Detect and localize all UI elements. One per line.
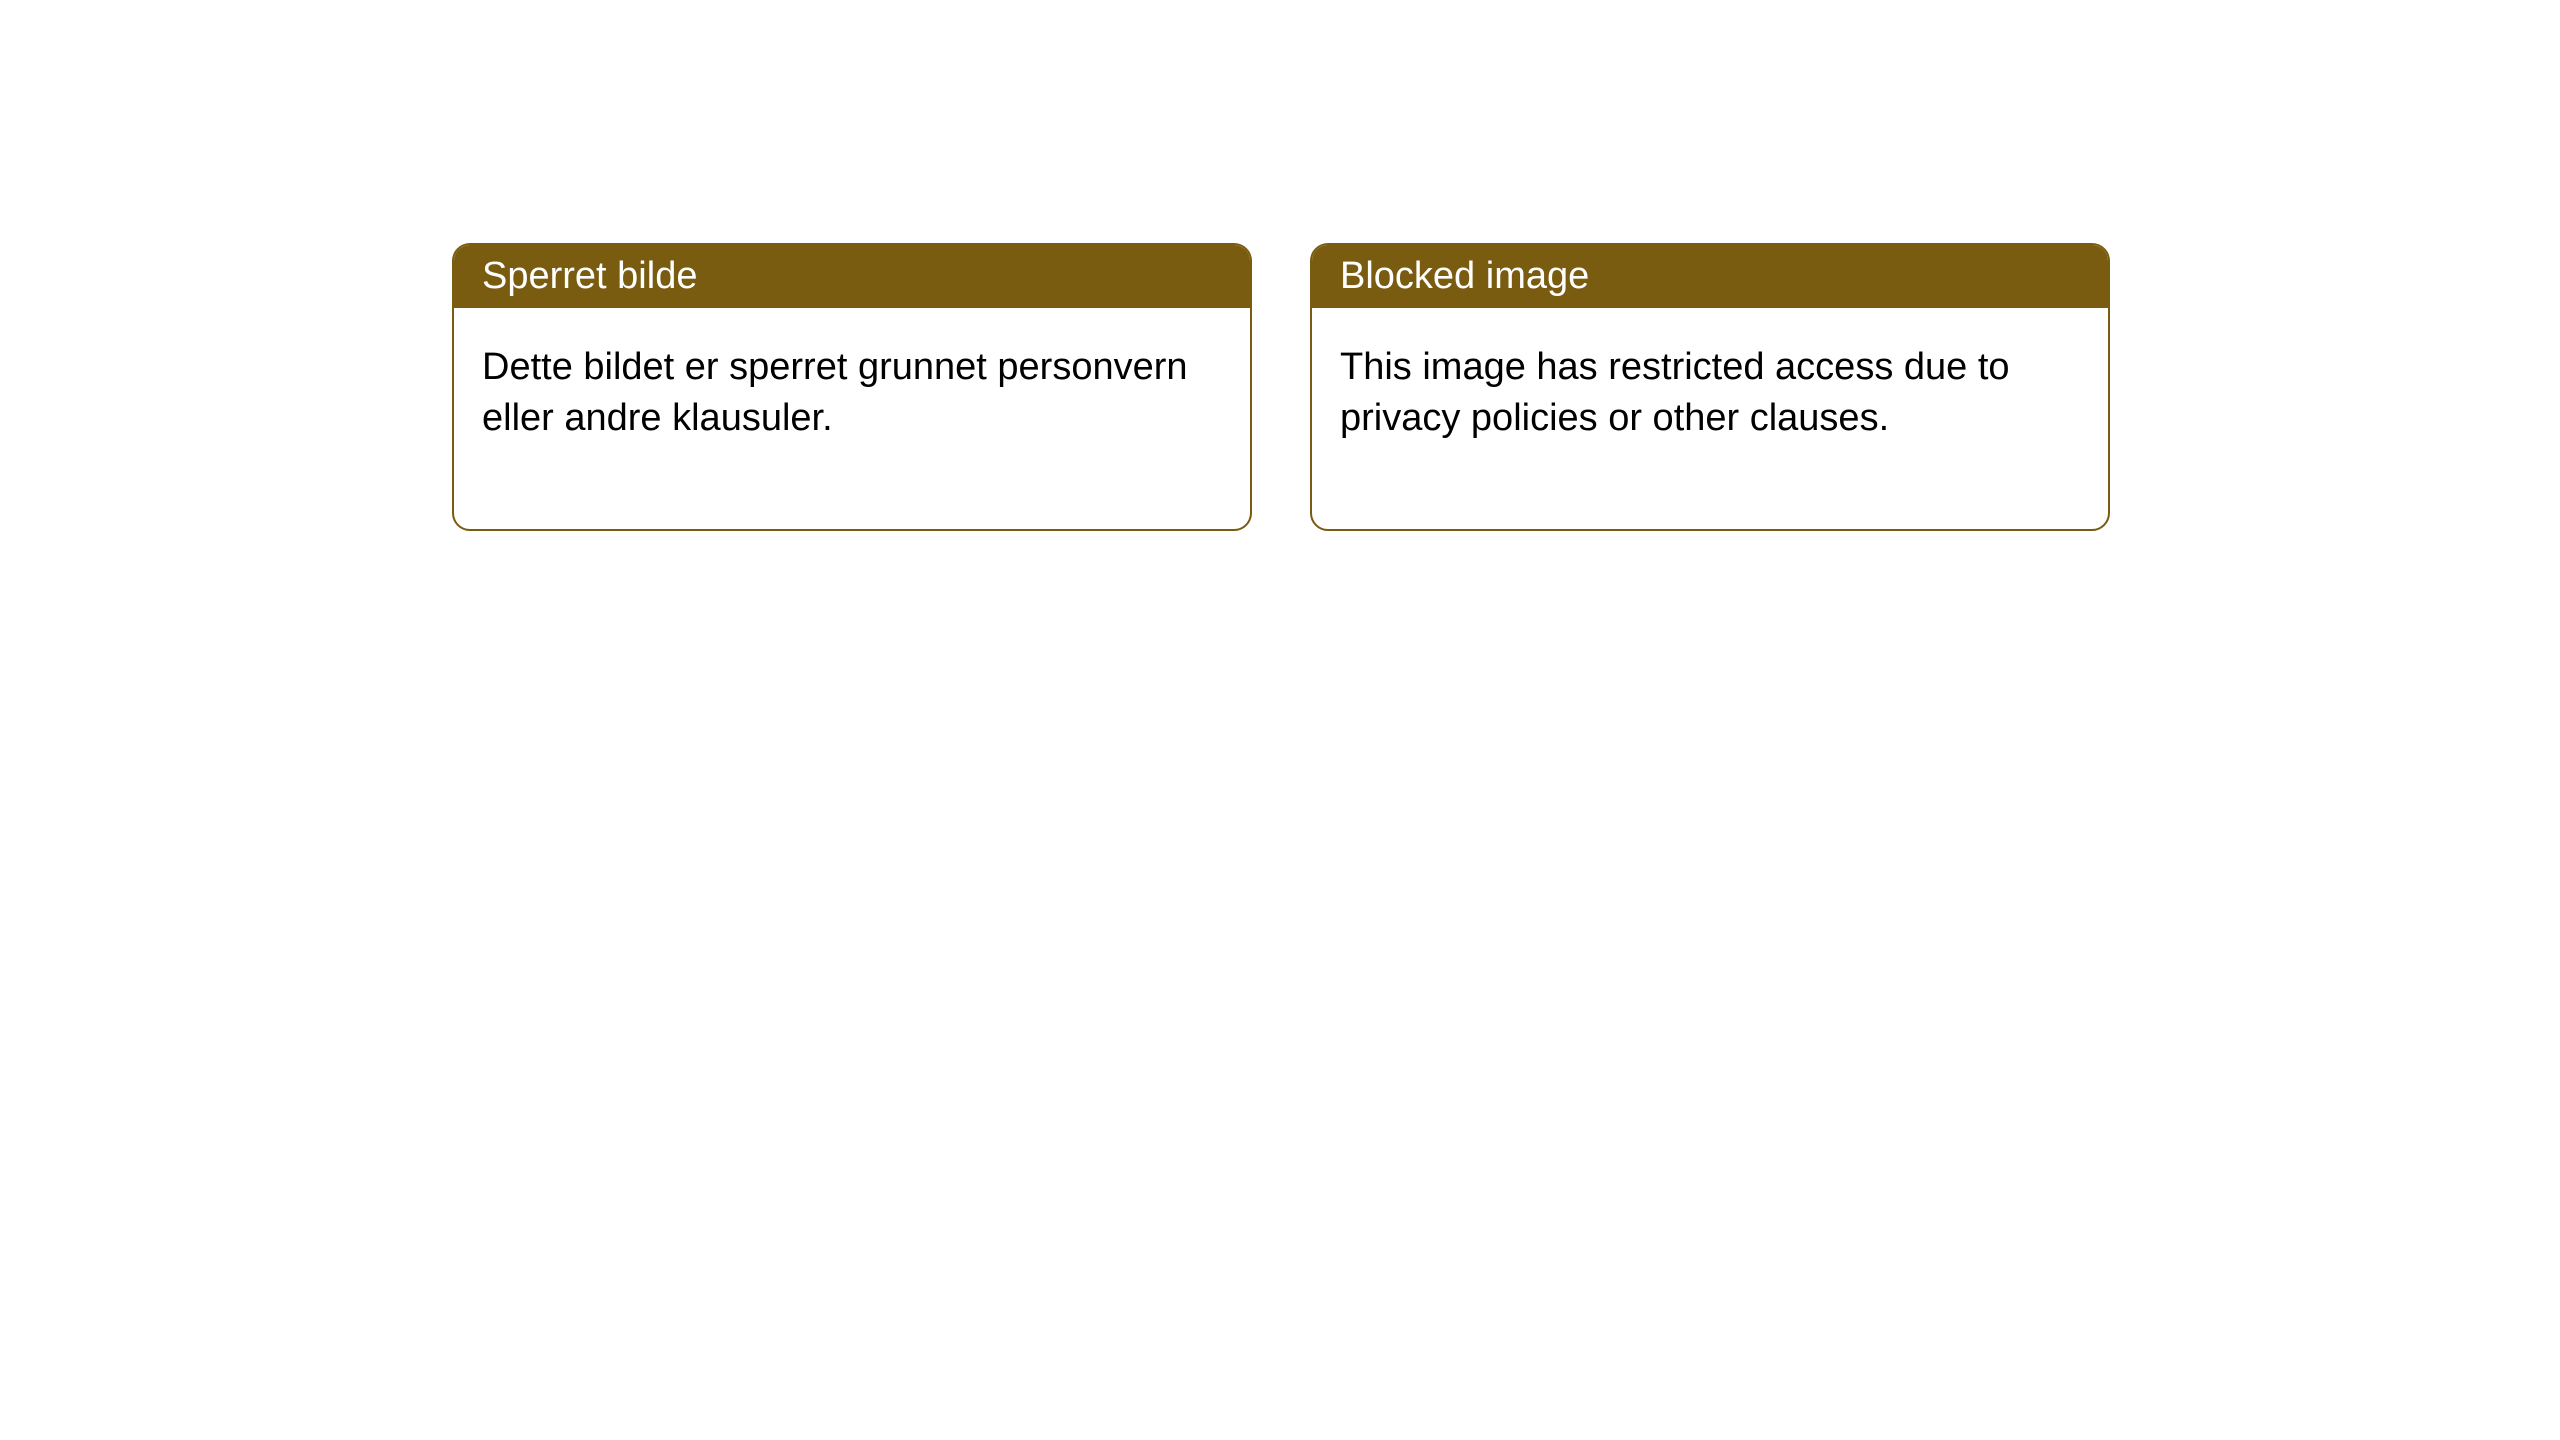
card-header: Blocked image bbox=[1312, 245, 2108, 308]
card-body: Dette bildet er sperret grunnet personve… bbox=[454, 308, 1250, 529]
card-body-text: Dette bildet er sperret grunnet personve… bbox=[482, 346, 1188, 439]
notice-card-english: Blocked image This image has restricted … bbox=[1310, 243, 2110, 531]
notice-card-norwegian: Sperret bilde Dette bildet er sperret gr… bbox=[452, 243, 1252, 531]
card-body: This image has restricted access due to … bbox=[1312, 308, 2108, 529]
card-header: Sperret bilde bbox=[454, 245, 1250, 308]
notice-cards-container: Sperret bilde Dette bildet er sperret gr… bbox=[452, 243, 2110, 531]
card-body-text: This image has restricted access due to … bbox=[1340, 346, 2010, 439]
card-title: Blocked image bbox=[1340, 255, 1589, 297]
card-title: Sperret bilde bbox=[482, 255, 697, 297]
